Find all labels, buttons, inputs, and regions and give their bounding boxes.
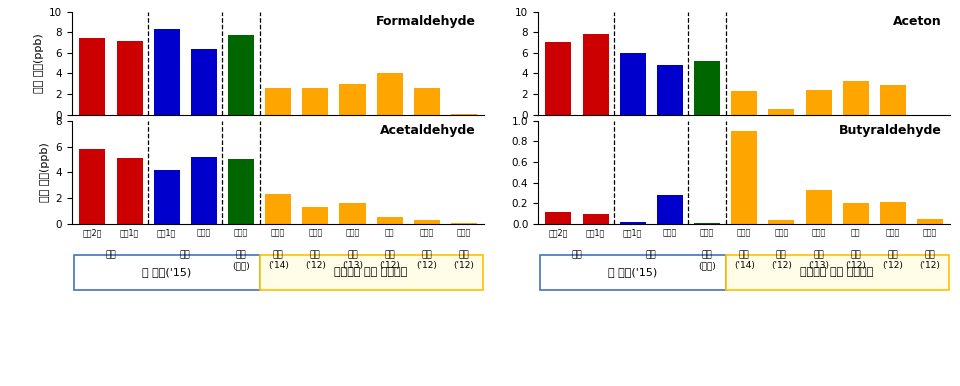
Text: 시흥
(대조): 시흥 (대조) (698, 250, 716, 270)
Text: 주삼동: 주삼동 (811, 229, 826, 237)
Text: 청림동: 청림동 (308, 229, 323, 237)
Text: 원곳1동: 원곳1동 (623, 229, 642, 237)
Text: 올산
('14): 올산 ('14) (733, 250, 755, 270)
Text: 고현면: 고현면 (420, 229, 434, 237)
Bar (265, 194, 291, 224)
Text: 정욕1동: 정욕1동 (586, 229, 605, 237)
Bar (80, 149, 106, 224)
Bar (694, 61, 720, 115)
Text: 서면: 서면 (851, 229, 860, 237)
Bar (265, 88, 291, 115)
Bar (191, 49, 217, 115)
Text: 장현동: 장현동 (234, 229, 249, 237)
Bar (917, 219, 943, 224)
Bar (228, 35, 254, 115)
Text: Aceton: Aceton (894, 15, 942, 28)
Bar (620, 222, 646, 224)
Bar (376, 73, 402, 115)
Text: 안산: 안산 (180, 250, 191, 259)
Bar (340, 84, 366, 115)
Text: Formaldehyde: Formaldehyde (376, 15, 476, 28)
Bar (879, 85, 906, 115)
Bar (545, 212, 571, 224)
Text: 여수
('13): 여수 ('13) (342, 250, 363, 270)
Bar (414, 220, 440, 224)
Text: 포항
('12): 포항 ('12) (305, 250, 325, 270)
Bar (191, 157, 217, 224)
Text: 하동
('12): 하동 ('12) (417, 250, 437, 270)
Bar (340, 203, 366, 224)
Bar (451, 114, 477, 115)
Text: 정욕2동: 정욕2동 (83, 229, 102, 237)
Y-axis label: 대기 농도(ppb): 대기 농도(ppb) (34, 33, 43, 93)
Bar (805, 190, 831, 224)
Text: 원곳1동: 원곳1동 (157, 229, 177, 237)
Bar (768, 220, 794, 224)
Text: 청량면: 청량면 (271, 229, 285, 237)
Bar (414, 88, 440, 115)
Text: 여수
('13): 여수 ('13) (808, 250, 829, 270)
Text: 장현동: 장현동 (700, 229, 714, 237)
Text: 남해
('12): 남해 ('12) (845, 250, 866, 270)
Bar (302, 88, 328, 115)
Text: 안산: 안산 (646, 250, 657, 259)
Text: 산업단지 인근 주거지역: 산업단지 인근 주거지역 (801, 267, 874, 277)
Bar (805, 90, 831, 115)
Text: 산업단지 인근 주거지역: 산업단지 인근 주거지역 (334, 267, 408, 277)
Bar (768, 109, 794, 115)
Bar (154, 29, 180, 115)
Text: 시흥
(대조): 시흥 (대조) (232, 250, 250, 270)
Text: 하동
('12): 하동 ('12) (882, 250, 903, 270)
Text: 정욕1동: 정욕1동 (120, 229, 139, 237)
Bar (376, 217, 402, 224)
Bar (657, 64, 683, 115)
Text: 초지동: 초지동 (197, 229, 211, 237)
Bar (228, 159, 254, 224)
Bar (843, 81, 869, 115)
Bar (583, 213, 609, 224)
Text: 봉명동: 봉명동 (923, 229, 937, 237)
Bar (732, 131, 757, 224)
Bar (657, 195, 683, 224)
Text: Acetaldehyde: Acetaldehyde (380, 124, 476, 137)
Bar (732, 91, 757, 115)
Bar (879, 202, 906, 224)
Text: 시흥: 시흥 (106, 250, 116, 259)
Text: 서면: 서면 (385, 229, 395, 237)
Bar (545, 42, 571, 115)
Text: 초지동: 초지동 (662, 229, 677, 237)
Bar (843, 203, 869, 224)
Text: 청주
('12): 청주 ('12) (453, 250, 474, 270)
Text: 고현면: 고현면 (886, 229, 900, 237)
Bar (116, 157, 143, 224)
Text: 본 연구('15): 본 연구('15) (608, 267, 658, 277)
Text: Butyraldehyde: Butyraldehyde (839, 124, 942, 137)
Text: 청량면: 청량면 (737, 229, 752, 237)
Text: 청림동: 청림동 (774, 229, 788, 237)
Bar (583, 34, 609, 115)
Bar (116, 41, 143, 115)
Text: 본 연구('15): 본 연구('15) (142, 267, 191, 277)
Text: 올산
('14): 올산 ('14) (268, 250, 289, 270)
Text: 청주
('12): 청주 ('12) (920, 250, 941, 270)
Text: 주삼동: 주삼동 (346, 229, 360, 237)
Text: 시흥: 시흥 (571, 250, 583, 259)
Bar (620, 53, 646, 115)
Y-axis label: 대기 농도(ppb): 대기 농도(ppb) (40, 142, 50, 202)
Text: 남해
('12): 남해 ('12) (379, 250, 400, 270)
Text: 포항
('12): 포항 ('12) (771, 250, 792, 270)
Text: 정욕2동: 정욕2동 (549, 229, 568, 237)
Bar (694, 223, 720, 224)
Bar (154, 170, 180, 224)
Bar (451, 223, 477, 224)
Bar (302, 207, 328, 224)
Bar (80, 38, 106, 115)
Text: 봉명동: 봉명동 (457, 229, 471, 237)
